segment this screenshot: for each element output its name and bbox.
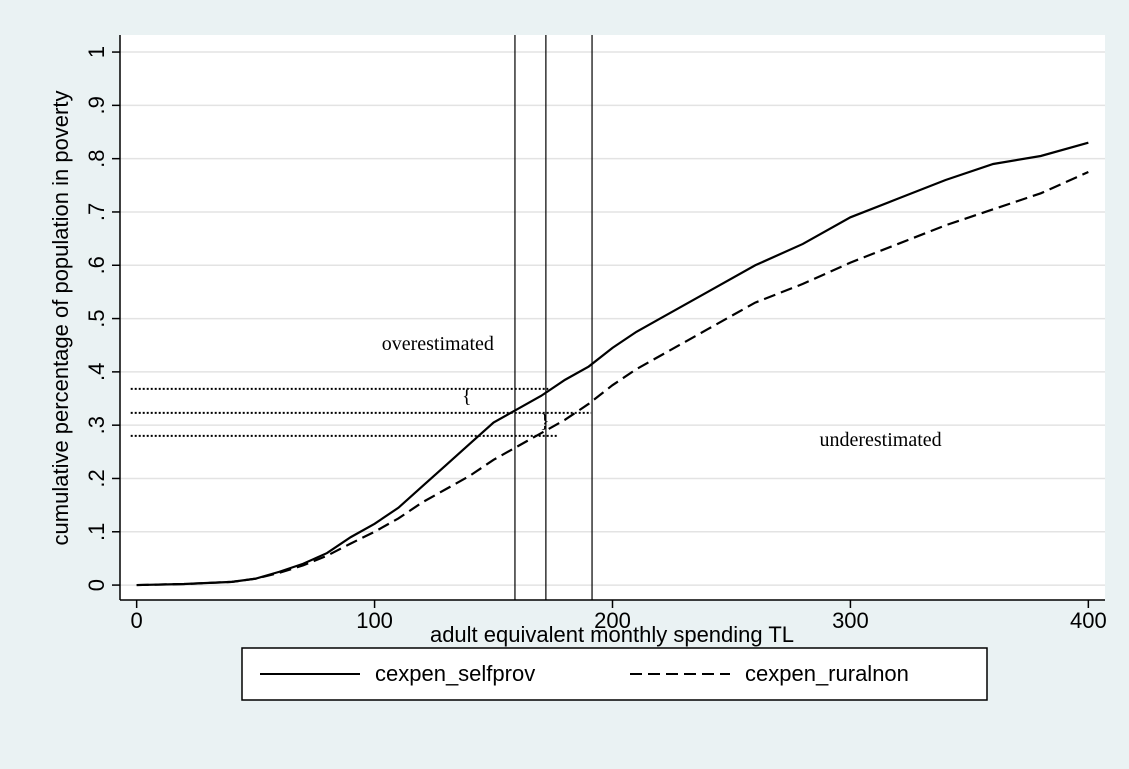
annotation: underestimated bbox=[819, 429, 941, 451]
x-tick-label: 400 bbox=[1070, 608, 1107, 633]
brace: } bbox=[540, 411, 550, 433]
y-tick-label: .5 bbox=[84, 309, 109, 327]
y-tick-label: 0 bbox=[84, 579, 109, 591]
x-tick-label: 0 bbox=[131, 608, 143, 633]
x-tick-label: 100 bbox=[356, 608, 393, 633]
y-tick-label: .8 bbox=[84, 149, 109, 167]
y-axis-label: cumulative percentage of population in p… bbox=[48, 91, 73, 546]
legend bbox=[241, 647, 988, 701]
x-tick-label: 200 bbox=[594, 608, 631, 633]
y-tick-label: 1 bbox=[84, 46, 109, 58]
series-line bbox=[136, 170, 1089, 587]
x-axis-label: adult equivalent monthly spending TL bbox=[430, 622, 794, 647]
y-tick-label: .6 bbox=[84, 256, 109, 274]
series-line bbox=[136, 141, 1089, 587]
y-tick-label: .3 bbox=[84, 416, 109, 434]
legend-label: cexpen_selfprov bbox=[375, 661, 535, 686]
y-tick-label: .1 bbox=[84, 523, 109, 541]
y-tick-label: .9 bbox=[84, 96, 109, 114]
y-tick-label: .7 bbox=[84, 203, 109, 221]
brace: { bbox=[462, 386, 472, 408]
y-tick-label: .2 bbox=[84, 469, 109, 487]
legend-label: cexpen_ruralnon bbox=[745, 661, 909, 686]
y-tick-label: .4 bbox=[84, 363, 109, 381]
x-tick-label: 300 bbox=[832, 608, 869, 633]
plot-area bbox=[120, 35, 1105, 600]
annotation: overestimated bbox=[382, 333, 494, 355]
